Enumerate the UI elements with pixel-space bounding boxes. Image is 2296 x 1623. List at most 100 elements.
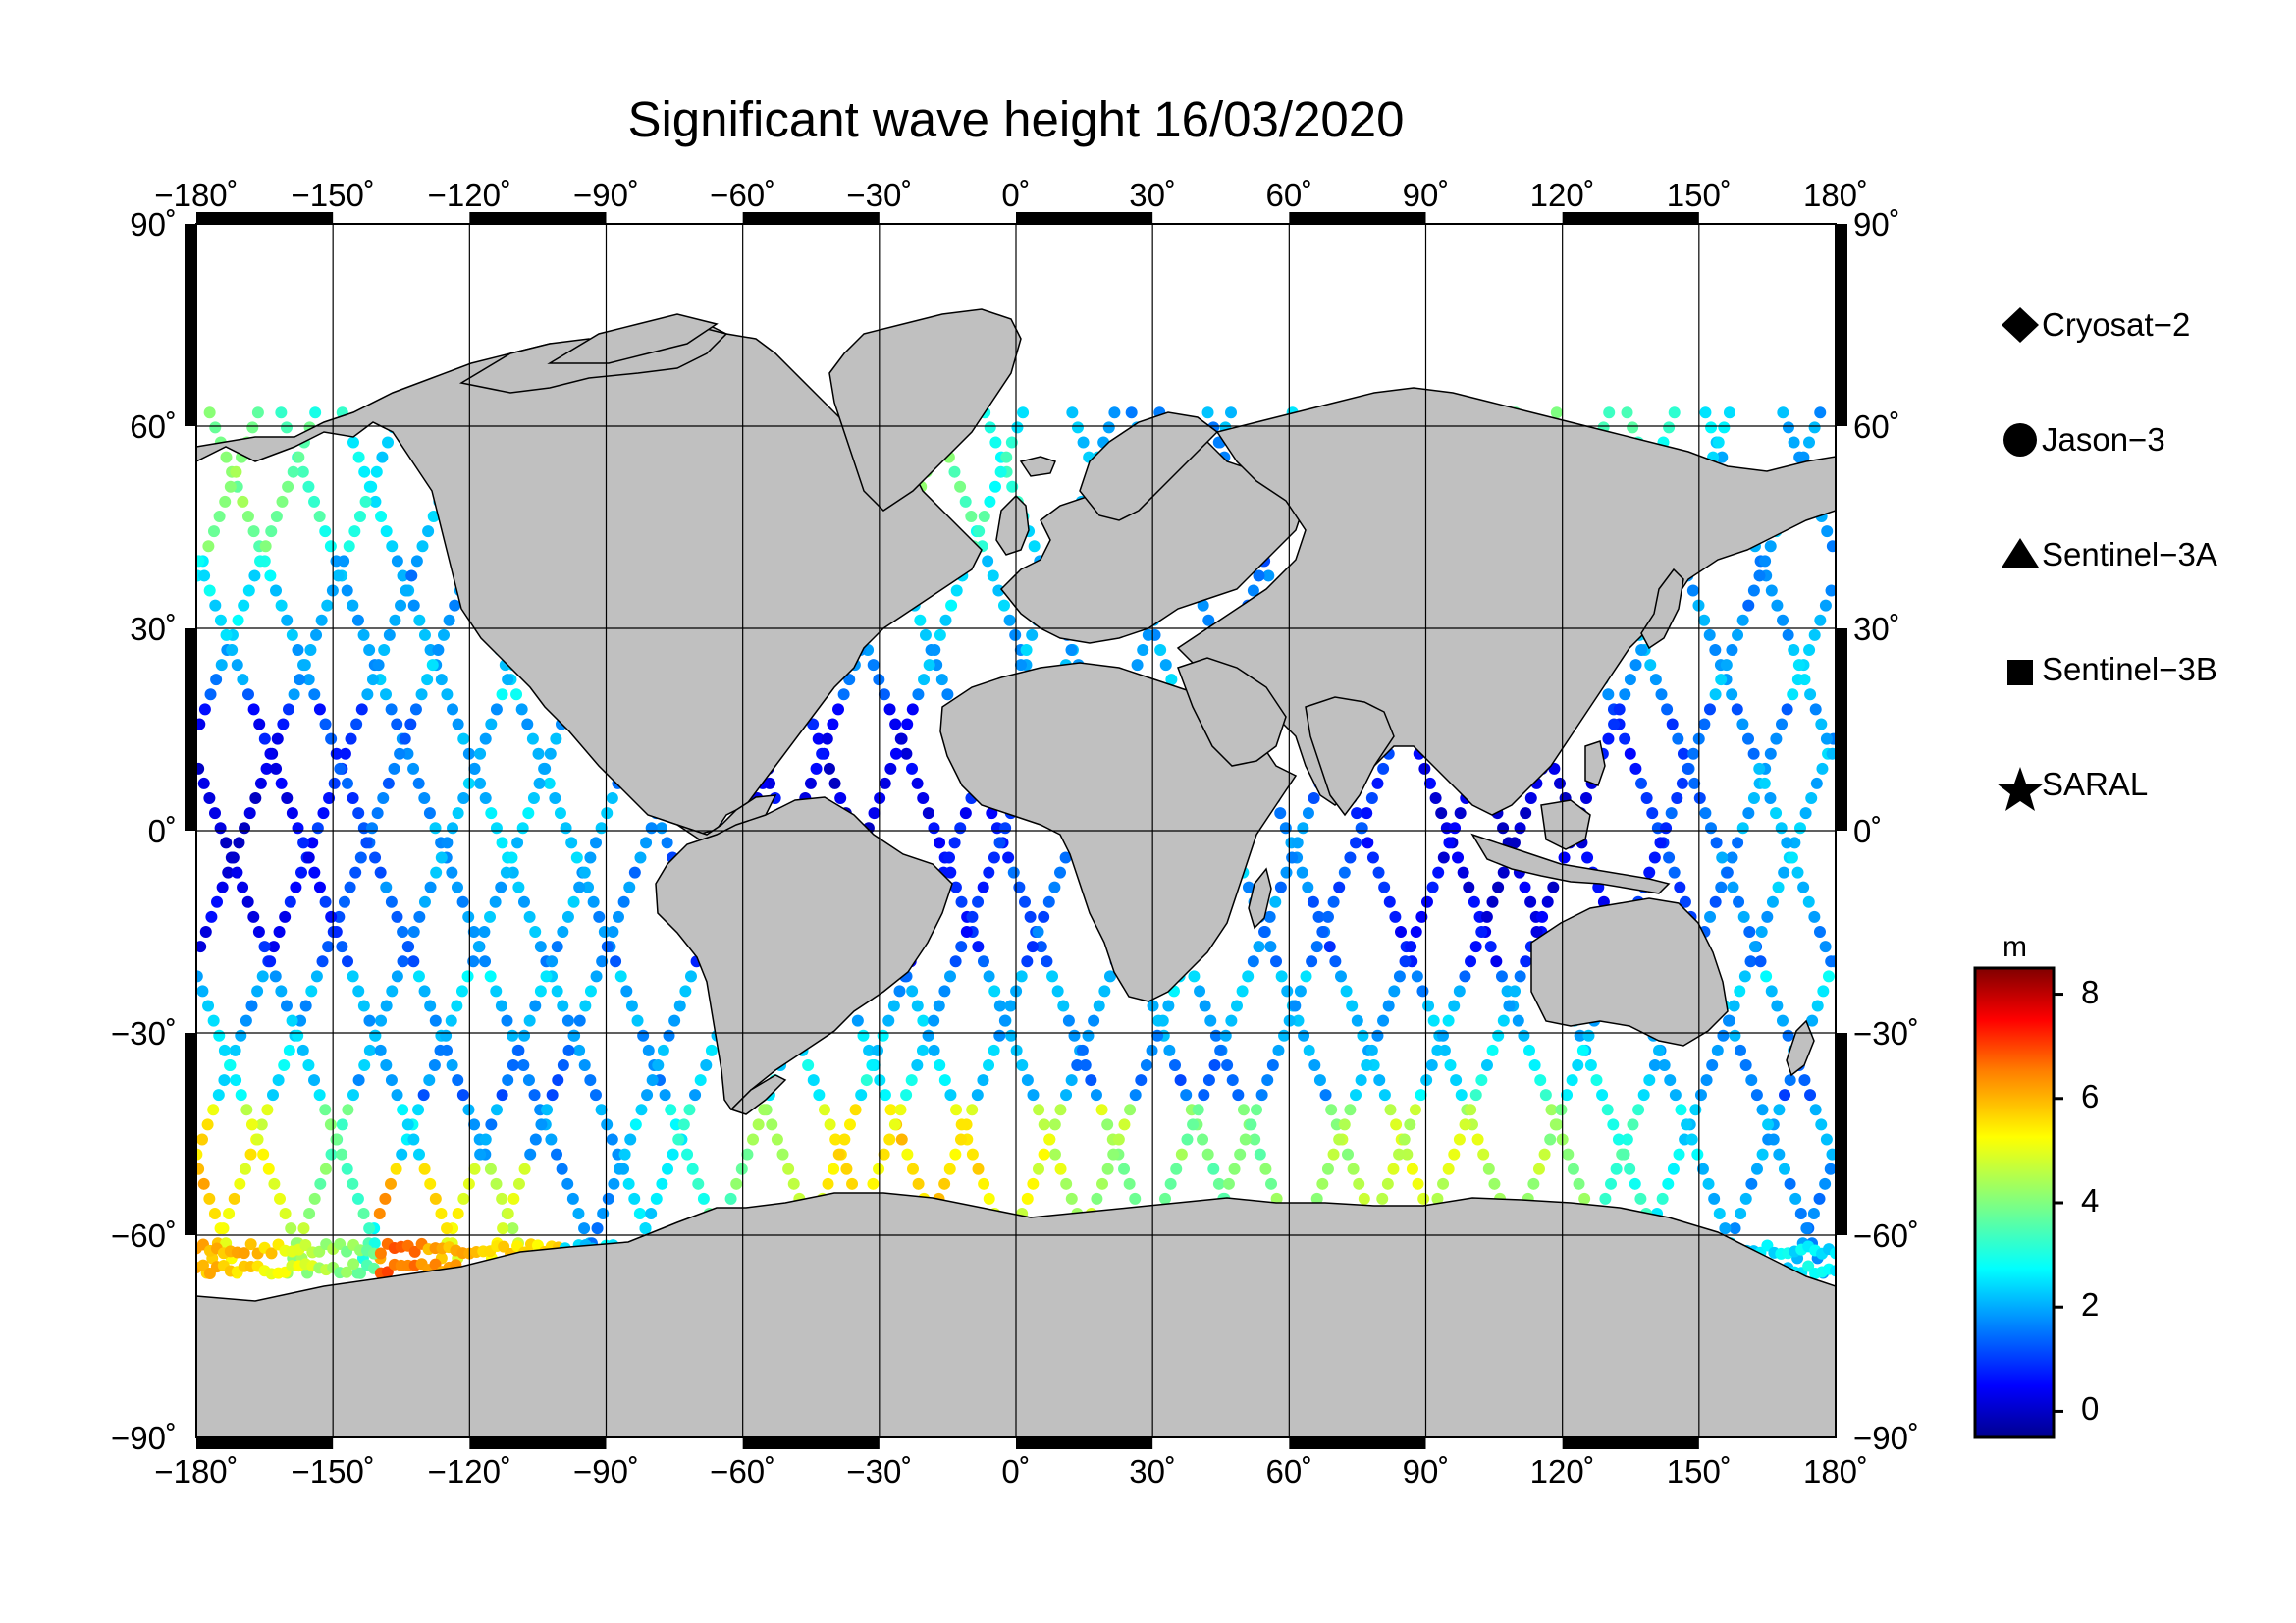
track-point xyxy=(1095,1104,1108,1116)
track-point xyxy=(1269,895,1282,908)
track-point xyxy=(282,480,294,493)
track-point xyxy=(1750,1089,1763,1102)
track-point xyxy=(1389,910,1402,923)
track-point xyxy=(472,941,485,953)
track-point xyxy=(207,1014,220,1027)
track-point xyxy=(336,1118,348,1131)
track-point xyxy=(1782,1029,1794,1042)
track-point xyxy=(1016,1058,1029,1071)
track-point xyxy=(656,1177,668,1190)
track-point xyxy=(1125,406,1138,419)
track-point xyxy=(977,955,989,968)
track-point xyxy=(1794,822,1807,835)
track-point xyxy=(319,718,332,730)
track-point xyxy=(818,1104,830,1116)
colorbar-gradient xyxy=(1973,966,2056,1439)
frame-tick-bar xyxy=(469,212,607,224)
track-point xyxy=(1580,792,1593,805)
track-point xyxy=(432,643,445,656)
track-point xyxy=(384,1177,397,1190)
track-point xyxy=(308,688,321,701)
track-point xyxy=(884,1104,897,1116)
track-point xyxy=(302,1058,315,1071)
track-point xyxy=(1118,1118,1131,1131)
track-point xyxy=(1102,421,1115,434)
track-point xyxy=(593,910,606,923)
track-point xyxy=(1727,881,1739,893)
track-point xyxy=(941,688,954,701)
track-point xyxy=(933,1000,945,1012)
longitude-label: −60˚ xyxy=(710,177,776,213)
track-point xyxy=(279,910,292,923)
colorbar-tick-label: 6 xyxy=(2081,1078,2100,1114)
track-point xyxy=(1584,1058,1597,1071)
track-point xyxy=(1762,1118,1775,1131)
track-point xyxy=(1234,1148,1247,1161)
track-point xyxy=(1629,762,1642,775)
track-point xyxy=(635,1104,648,1116)
track-point xyxy=(895,1133,908,1146)
longitude-label: −60˚ xyxy=(710,1453,776,1489)
track-point xyxy=(1477,1148,1490,1161)
legend-item-sentinel-3a: Sentinel−3A xyxy=(1973,525,2217,584)
map-title: Significant wave height 16/03/2020 xyxy=(627,91,1405,147)
track-point xyxy=(313,1089,326,1102)
track-point xyxy=(988,1044,1000,1056)
track-point xyxy=(270,762,283,775)
track-point xyxy=(1705,822,1718,835)
track-point xyxy=(911,777,924,789)
track-point xyxy=(613,910,625,923)
frame-tick-bar xyxy=(742,1437,880,1449)
track-point xyxy=(827,718,839,730)
track-point xyxy=(308,1192,321,1205)
track-point xyxy=(1021,1074,1034,1087)
track-point xyxy=(1453,1133,1466,1146)
track-point xyxy=(490,985,503,998)
circle-icon xyxy=(2003,423,2037,457)
track-point xyxy=(1744,955,1757,968)
track-point xyxy=(490,1177,503,1190)
track-point xyxy=(573,1044,586,1056)
track-point xyxy=(787,1177,800,1190)
track-point xyxy=(412,777,425,789)
philippines xyxy=(1584,740,1606,786)
track-point xyxy=(1264,941,1277,953)
track-point xyxy=(1242,970,1255,983)
frame-tick-bar xyxy=(1836,1033,1847,1235)
track-point xyxy=(663,1029,675,1042)
track-point xyxy=(1648,1058,1661,1071)
track-point xyxy=(832,703,845,716)
track-point xyxy=(1532,1163,1545,1175)
track-point xyxy=(313,881,326,893)
track-point xyxy=(1734,985,1746,998)
track-point xyxy=(601,941,614,953)
track-point xyxy=(1281,985,1294,998)
latitude-label: 0˚ xyxy=(1853,813,1883,849)
track-point xyxy=(1729,1029,1741,1042)
track-point xyxy=(614,1163,626,1175)
track-point xyxy=(240,1014,252,1027)
track-point xyxy=(618,1148,631,1161)
track-point xyxy=(1484,941,1497,953)
track-point xyxy=(424,1177,437,1190)
track-point xyxy=(1426,881,1439,893)
track-point xyxy=(807,1074,820,1087)
track-point xyxy=(911,1058,924,1071)
track-point xyxy=(879,777,891,789)
track-point xyxy=(336,1148,348,1161)
track-point xyxy=(1661,703,1674,716)
track-point xyxy=(1703,703,1716,716)
track-point xyxy=(1323,941,1336,953)
track-point xyxy=(1393,970,1406,983)
track-point xyxy=(1214,1044,1227,1056)
track-point xyxy=(1032,1163,1044,1175)
frame-tick-bar xyxy=(742,212,880,224)
track-point xyxy=(863,1044,876,1056)
track-point xyxy=(196,1148,203,1161)
track-point xyxy=(1708,1192,1721,1205)
track-point xyxy=(347,1089,359,1102)
track-point xyxy=(1745,1074,1758,1087)
track-point xyxy=(368,1237,381,1250)
track-point xyxy=(912,688,925,701)
track-point xyxy=(408,1245,421,1258)
